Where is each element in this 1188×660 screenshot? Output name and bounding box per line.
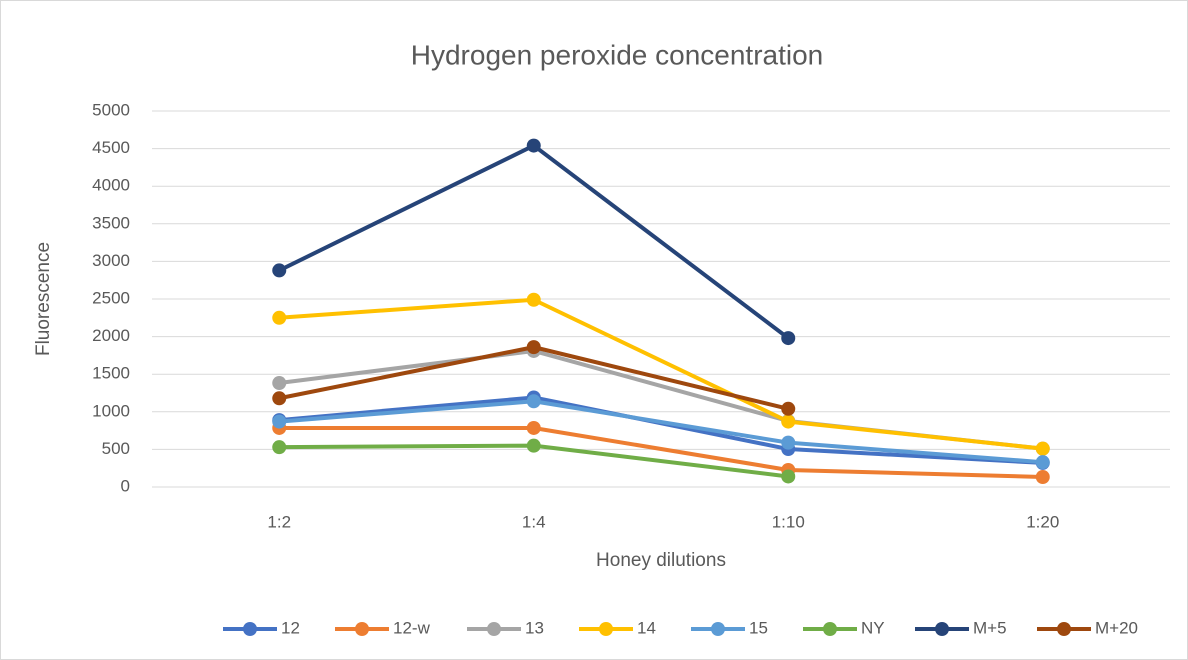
y-tick-label: 4000 bbox=[92, 176, 130, 195]
series-marker bbox=[1035, 469, 1050, 484]
legend-marker bbox=[487, 622, 501, 636]
legend-label: 13 bbox=[525, 618, 544, 637]
series-marker bbox=[526, 340, 541, 355]
x-tick-label: 1:20 bbox=[1026, 512, 1059, 531]
y-tick-label: 1500 bbox=[92, 364, 130, 383]
y-tick-label: 3000 bbox=[92, 251, 130, 270]
series-marker bbox=[272, 414, 287, 429]
series-marker bbox=[1035, 455, 1050, 470]
y-tick-label: 2500 bbox=[92, 288, 130, 307]
series-marker bbox=[781, 414, 796, 429]
y-tick-label: 5000 bbox=[92, 100, 130, 119]
legend-label: 15 bbox=[749, 618, 768, 637]
y-tick-label: 500 bbox=[102, 439, 130, 458]
y-tick-label: 0 bbox=[121, 476, 130, 495]
legend-marker bbox=[823, 622, 837, 636]
y-tick-label: 1000 bbox=[92, 401, 130, 420]
x-axis-label: Honey dilutions bbox=[596, 550, 726, 571]
legend-label: NY bbox=[861, 618, 885, 637]
y-axis-label: Fluorescence bbox=[33, 242, 54, 356]
legend-marker bbox=[935, 622, 949, 636]
legend-label: M+5 bbox=[973, 618, 1007, 637]
series-line bbox=[279, 297, 1043, 451]
series-marker bbox=[526, 420, 541, 435]
legend-marker bbox=[599, 622, 613, 636]
legend-marker bbox=[355, 622, 369, 636]
series-marker bbox=[526, 394, 541, 409]
y-tick-label: 3500 bbox=[92, 213, 130, 232]
series-marker bbox=[526, 438, 541, 453]
legend-marker bbox=[1057, 622, 1071, 636]
series-marker bbox=[781, 435, 796, 450]
y-tick-label: 4500 bbox=[92, 138, 130, 157]
chart-title: Hydrogen peroxide concentration bbox=[411, 39, 823, 70]
series-marker bbox=[781, 331, 796, 346]
y-tick-label: 2000 bbox=[92, 326, 130, 345]
series-marker bbox=[272, 391, 287, 406]
x-tick-label: 1:2 bbox=[267, 512, 291, 531]
series-marker bbox=[1035, 441, 1050, 456]
series-marker bbox=[781, 401, 796, 416]
series-marker bbox=[272, 375, 287, 390]
legend-marker bbox=[711, 622, 725, 636]
series-marker bbox=[526, 292, 541, 307]
series-marker bbox=[272, 310, 287, 325]
series-line bbox=[279, 425, 1043, 479]
series-marker bbox=[526, 138, 541, 153]
series-marker bbox=[272, 440, 287, 455]
series-marker bbox=[272, 263, 287, 278]
legend-label: 12 bbox=[281, 618, 300, 637]
legend-label: M+20 bbox=[1095, 618, 1138, 637]
legend-label: 14 bbox=[637, 618, 656, 637]
x-tick-label: 1:4 bbox=[522, 512, 546, 531]
series-marker bbox=[781, 469, 796, 484]
x-tick-label: 1:10 bbox=[772, 512, 805, 531]
legend-label: 12-w bbox=[393, 618, 431, 637]
series-line bbox=[279, 399, 1043, 465]
legend-marker bbox=[243, 622, 257, 636]
